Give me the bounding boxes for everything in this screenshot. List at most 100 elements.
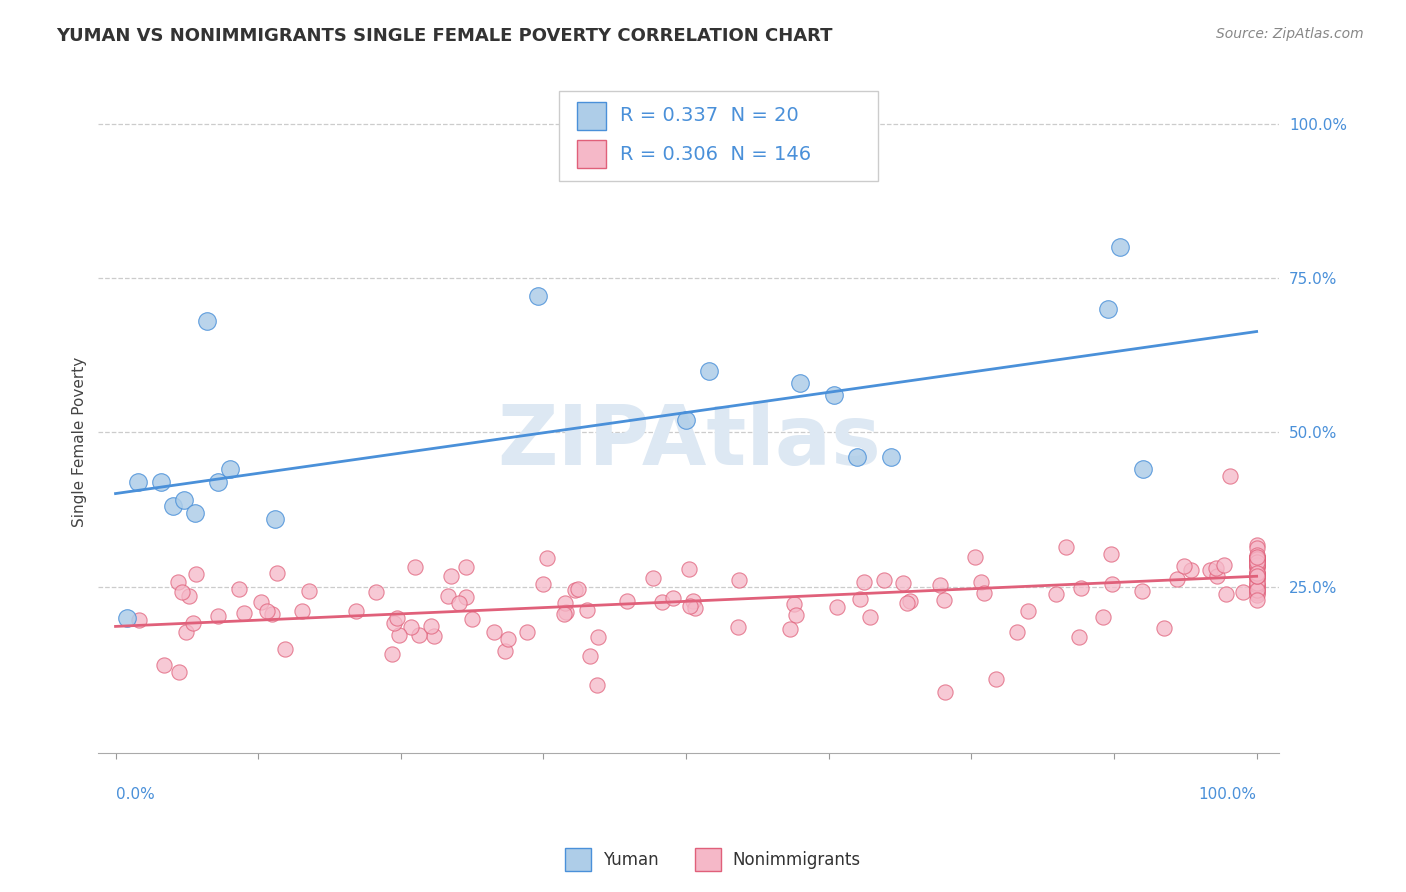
- Point: [1215, 587, 1237, 601]
- Point: [848, 591, 870, 606]
- Point: [1246, 568, 1268, 582]
- Point: [250, 594, 273, 608]
- Point: [440, 568, 463, 582]
- Point: [1213, 558, 1236, 572]
- Point: [1246, 570, 1268, 584]
- Point: [779, 622, 801, 636]
- Point: [232, 606, 254, 620]
- Point: [1246, 538, 1268, 552]
- Text: R = 0.337  N = 20: R = 0.337 N = 20: [620, 106, 799, 126]
- Y-axis label: Single Female Poverty: Single Female Poverty: [72, 357, 87, 526]
- Point: [1232, 584, 1254, 599]
- Point: [678, 562, 700, 576]
- Point: [1246, 560, 1268, 574]
- Point: [531, 576, 554, 591]
- Point: [1246, 578, 1268, 592]
- Point: [963, 550, 986, 565]
- Text: Yuman: Yuman: [603, 851, 658, 869]
- Point: [128, 613, 150, 627]
- Point: [1246, 550, 1268, 565]
- Point: [932, 593, 955, 607]
- Point: [150, 475, 173, 489]
- Point: [437, 589, 460, 603]
- Point: [880, 450, 903, 464]
- Point: [683, 601, 706, 615]
- Point: [616, 594, 638, 608]
- Point: [1017, 604, 1039, 618]
- Point: [207, 475, 229, 489]
- Point: [516, 625, 538, 640]
- Point: [1097, 301, 1119, 316]
- Point: [873, 573, 896, 587]
- Point: [1246, 576, 1268, 591]
- Point: [846, 450, 869, 464]
- Point: [675, 413, 697, 427]
- Point: [662, 591, 685, 606]
- Point: [298, 584, 321, 599]
- Point: [585, 678, 607, 692]
- Point: [408, 627, 430, 641]
- Point: [576, 603, 599, 617]
- Point: [1173, 559, 1195, 574]
- Point: [1205, 569, 1227, 583]
- Point: [447, 596, 470, 610]
- Point: [184, 506, 207, 520]
- Point: [496, 632, 519, 646]
- Point: [172, 585, 194, 599]
- Point: [1166, 572, 1188, 586]
- Point: [344, 603, 367, 617]
- Point: [858, 610, 880, 624]
- Point: [1246, 556, 1268, 570]
- Text: ZIPAtlas: ZIPAtlas: [496, 401, 882, 482]
- Point: [153, 658, 176, 673]
- Point: [554, 596, 576, 610]
- FancyBboxPatch shape: [576, 103, 606, 129]
- Point: [173, 493, 195, 508]
- Point: [1246, 550, 1268, 565]
- Point: [207, 609, 229, 624]
- Point: [1246, 582, 1268, 597]
- Point: [1246, 548, 1268, 562]
- Point: [536, 550, 558, 565]
- Point: [454, 591, 477, 605]
- Point: [896, 596, 918, 610]
- Point: [1069, 630, 1091, 644]
- Point: [1099, 547, 1122, 561]
- Point: [1246, 572, 1268, 586]
- Point: [1246, 566, 1268, 580]
- Point: [1045, 587, 1067, 601]
- Point: [260, 607, 283, 622]
- Point: [1246, 566, 1268, 580]
- Point: [494, 644, 516, 658]
- Point: [181, 616, 204, 631]
- Point: [1246, 566, 1268, 581]
- Point: [641, 571, 664, 585]
- Point: [186, 567, 208, 582]
- Point: [388, 628, 411, 642]
- Point: [727, 573, 749, 587]
- Point: [651, 595, 673, 609]
- Point: [1246, 549, 1268, 564]
- Point: [586, 630, 609, 644]
- Point: [482, 624, 505, 639]
- Point: [1246, 558, 1268, 573]
- Point: [423, 629, 446, 643]
- Point: [1246, 560, 1268, 574]
- Text: Source: ZipAtlas.com: Source: ZipAtlas.com: [1216, 27, 1364, 41]
- Point: [177, 589, 200, 603]
- Point: [162, 500, 184, 514]
- Point: [578, 649, 600, 664]
- Point: [789, 376, 811, 390]
- Point: [385, 610, 408, 624]
- Point: [697, 363, 720, 377]
- Text: 100.0%: 100.0%: [1199, 788, 1257, 803]
- Point: [1091, 610, 1114, 624]
- Point: [852, 574, 875, 589]
- FancyBboxPatch shape: [565, 848, 591, 871]
- Point: [1153, 621, 1175, 635]
- Text: YUMAN VS NONIMMIGRANTS SINGLE FEMALE POVERTY CORRELATION CHART: YUMAN VS NONIMMIGRANTS SINGLE FEMALE POV…: [56, 27, 832, 45]
- Point: [1246, 569, 1268, 583]
- Point: [1246, 573, 1268, 587]
- Point: [934, 684, 956, 698]
- Point: [167, 665, 190, 680]
